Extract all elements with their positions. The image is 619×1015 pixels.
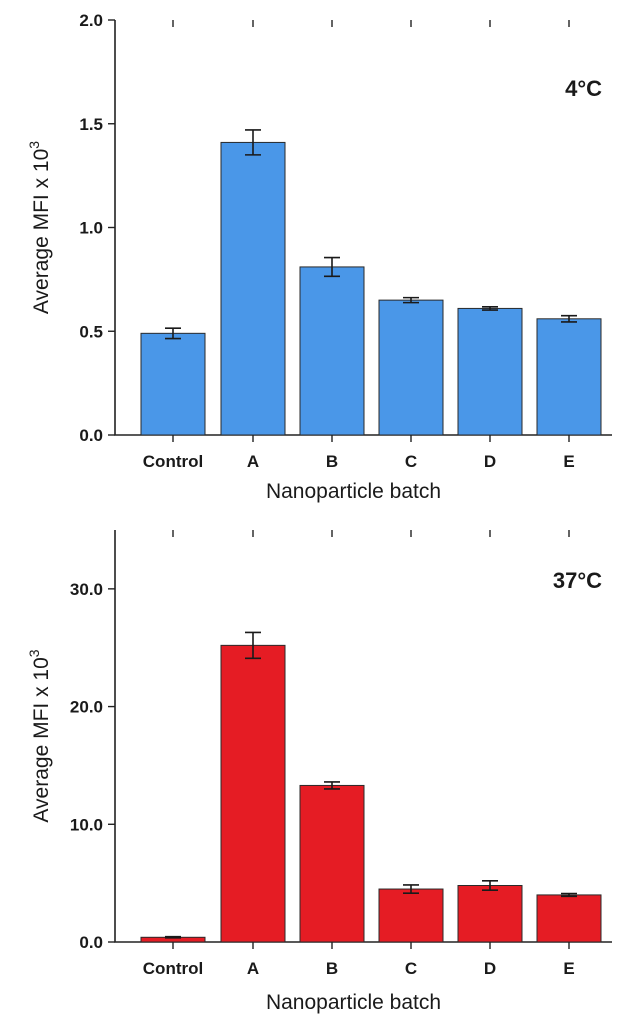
error-bar xyxy=(245,129,261,156)
bar-c xyxy=(378,888,444,943)
x-tick-label: B xyxy=(326,452,338,471)
x-tick-label: A xyxy=(247,452,259,471)
x-tick-label: Control xyxy=(143,452,203,471)
x-tick-label: B xyxy=(326,959,338,978)
x-tick-label: E xyxy=(563,452,574,471)
error-bar xyxy=(165,935,181,939)
y-tick-label: 10.0 xyxy=(70,815,103,834)
y-tick-label: 1.5 xyxy=(79,115,103,134)
bar-b xyxy=(299,784,365,943)
bar-d xyxy=(457,307,523,436)
y-tick-label: 0.0 xyxy=(79,426,103,445)
bar-e xyxy=(536,894,602,943)
bar-d xyxy=(457,884,523,943)
error-bar xyxy=(561,892,577,898)
error-bar xyxy=(245,631,261,660)
chart-panel-4c: 0.0 0.5 1.0 1.5 2.0 Control A B C D E Nanoparticle … xyxy=(26,11,612,503)
error-bar xyxy=(561,314,577,323)
bar-a xyxy=(220,141,286,436)
error-bar xyxy=(165,327,181,340)
bar-a xyxy=(220,644,286,943)
y-tick-label: 20.0 xyxy=(70,698,103,717)
y-axis-title: Average MFI x 103 xyxy=(26,649,53,822)
error-bar xyxy=(482,879,498,892)
error-bar xyxy=(482,305,498,311)
x-tick-label: A xyxy=(247,959,259,978)
y-tick-label: 2.0 xyxy=(79,11,103,30)
x-tick-label: D xyxy=(484,959,496,978)
x-tick-label: Control xyxy=(143,959,203,978)
temperature-label: 4°C xyxy=(565,76,602,101)
x-tick-label: E xyxy=(563,959,574,978)
chart-panel-37c: 0.0 10.0 20.0 30.0 Control A B C D E Nanoparticle … xyxy=(26,530,612,1014)
x-tick-label: C xyxy=(405,452,417,471)
y-axis-title: Average MFI x 103 xyxy=(26,141,53,314)
error-bar xyxy=(403,884,419,894)
bar-e xyxy=(536,318,602,436)
error-bar xyxy=(324,256,340,278)
y-tick-label: 0.0 xyxy=(79,933,103,952)
x-axis-title: Nanoparticle batch xyxy=(266,480,441,503)
error-bar xyxy=(324,781,340,790)
bar-c xyxy=(378,299,444,436)
x-tick-label: D xyxy=(484,452,496,471)
temperature-label: 37°C xyxy=(553,568,602,593)
x-axis-title: Nanoparticle batch xyxy=(266,991,441,1014)
y-tick-label: 30.0 xyxy=(70,580,103,599)
error-bar xyxy=(403,296,419,304)
y-tick-label: 1.0 xyxy=(79,219,103,238)
y-tick-label: 0.5 xyxy=(79,322,103,341)
x-tick-label: C xyxy=(405,959,417,978)
bar-b xyxy=(299,266,365,436)
bar-control xyxy=(140,332,206,436)
